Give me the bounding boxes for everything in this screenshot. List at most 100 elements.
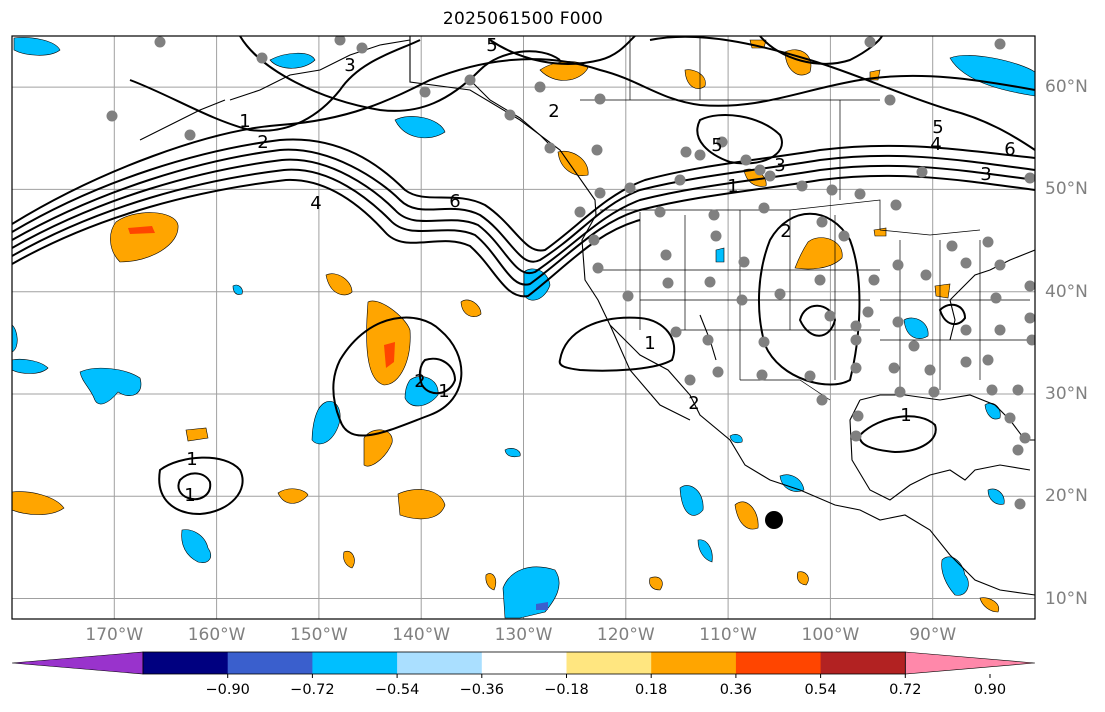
- station-dot: [838, 230, 850, 242]
- positive-anomaly: [110, 212, 179, 263]
- station-dots: [106, 36, 1035, 510]
- positive-anomaly: [366, 300, 411, 386]
- positive-anomaly: [934, 283, 951, 299]
- positive-anomaly: [557, 150, 589, 176]
- negative-anomaly: [903, 317, 929, 339]
- station-dot: [916, 166, 928, 178]
- colorbar-tick-label: 0.36: [719, 682, 753, 698]
- station-dot: [662, 277, 674, 289]
- station-dot: [1019, 432, 1031, 444]
- station-dot: [994, 259, 1006, 271]
- contour-label: 3: [774, 155, 785, 176]
- station-dot: [924, 364, 936, 376]
- colorbar-segment: [820, 652, 906, 674]
- positive-anomaly: [784, 49, 812, 76]
- longitude-label: 130°W: [494, 625, 553, 645]
- station-dot: [1024, 280, 1035, 292]
- contour-label: 1: [727, 176, 738, 197]
- station-dot: [106, 110, 118, 122]
- map-frame: [11, 35, 1036, 620]
- negative-anomaly: [984, 402, 1001, 420]
- station-dot: [654, 206, 666, 218]
- station-dot: [674, 174, 686, 186]
- station-dot: [816, 216, 828, 228]
- colorbar-segment: [735, 652, 822, 674]
- station-dot: [594, 187, 606, 199]
- colorbar-extend-min: [11, 651, 144, 675]
- negative-anomaly: [79, 367, 142, 405]
- station-dot: [710, 230, 722, 242]
- negative-anomaly: [404, 376, 439, 407]
- station-dot: [1004, 412, 1016, 424]
- longitude-label: 120°W: [596, 625, 655, 645]
- colorbar-segment: [143, 652, 229, 674]
- colorbar-tick-label: 0.18: [635, 682, 668, 698]
- longitude-label: 90°W: [909, 625, 957, 645]
- contour-label: 5: [932, 117, 943, 138]
- station-dot: [994, 38, 1006, 50]
- positive-anomaly: [325, 273, 353, 296]
- station-dot: [588, 234, 600, 246]
- positive-anomaly-core: [128, 226, 155, 234]
- station-dot: [740, 154, 752, 166]
- negative-anomaly: [394, 116, 446, 139]
- station-dot: [850, 430, 862, 442]
- station-dot: [960, 356, 972, 368]
- station-dot: [884, 94, 896, 106]
- colorbar-tick-label: 0.54: [804, 682, 837, 698]
- longitude-label: 100°W: [801, 625, 860, 645]
- longitude-label: 110°W: [699, 625, 757, 645]
- location-marker: [765, 511, 783, 529]
- station-dot: [702, 334, 714, 346]
- colorbar: [11, 651, 1036, 678]
- contour-label: 3: [980, 164, 991, 185]
- station-dot: [256, 52, 268, 64]
- latitude-label: 40°N: [1045, 281, 1088, 302]
- station-dot: [1024, 172, 1035, 184]
- station-dot: [826, 184, 838, 196]
- colorbar-tick-label: −0.18: [544, 682, 589, 698]
- station-dot: [1024, 312, 1035, 324]
- station-dot: [534, 81, 546, 93]
- colorbar-segment: [651, 652, 737, 674]
- colorbar-segment: [397, 652, 483, 674]
- colorbar-segment: [312, 652, 398, 674]
- latitude-label: 10°N: [1045, 588, 1088, 609]
- negative-anomaly: [715, 247, 725, 263]
- positive-anomaly-core: [384, 342, 395, 368]
- colorbar-segment: [481, 652, 567, 674]
- positive-anomaly: [277, 488, 309, 504]
- station-dot: [774, 288, 786, 300]
- station-dot: [850, 362, 862, 374]
- station-dot: [946, 240, 958, 252]
- positive-anomaly: [734, 501, 759, 530]
- station-dot: [694, 149, 706, 161]
- contour-label: 2: [414, 371, 425, 392]
- latitude-label: 20°N: [1045, 486, 1088, 507]
- longitude-label: 170°W: [85, 625, 144, 645]
- negative-anomaly: [697, 539, 713, 563]
- contour-label: 1: [184, 485, 195, 506]
- contour-label: 1: [644, 333, 655, 354]
- station-dot: [738, 256, 750, 268]
- station-dot: [356, 42, 368, 54]
- station-dot: [704, 276, 716, 288]
- station-dot: [868, 274, 880, 286]
- shaded-anomalies: [12, 37, 1035, 619]
- contour-label: 3: [344, 55, 355, 76]
- negative-anomaly: [941, 556, 969, 596]
- colorbar-segment: [227, 652, 313, 674]
- station-dot: [1026, 334, 1035, 346]
- contour-label: 2: [780, 221, 791, 242]
- contour-label: 6: [1004, 139, 1015, 160]
- station-dot: [758, 336, 770, 348]
- colorbar-tick-label: −0.72: [290, 682, 335, 698]
- station-dot: [814, 274, 826, 286]
- contour-label: 5: [486, 35, 497, 56]
- contour-label: 1: [186, 449, 197, 470]
- station-dot: [712, 366, 724, 378]
- station-dot: [684, 374, 696, 386]
- coastlines: [139, 36, 1035, 596]
- negative-anomaly: [12, 324, 18, 353]
- station-dot: [670, 326, 682, 338]
